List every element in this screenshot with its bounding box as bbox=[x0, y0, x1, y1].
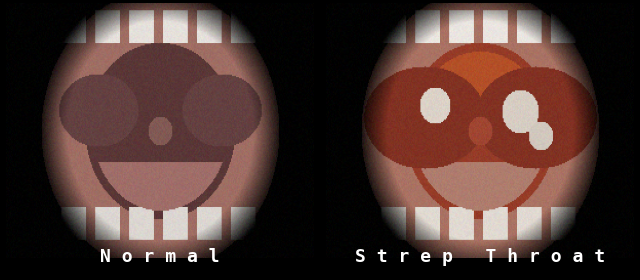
Text: S t r e p   T h r o a t: S t r e p T h r o a t bbox=[355, 248, 605, 266]
Text: N o r m a l: N o r m a l bbox=[100, 248, 220, 266]
